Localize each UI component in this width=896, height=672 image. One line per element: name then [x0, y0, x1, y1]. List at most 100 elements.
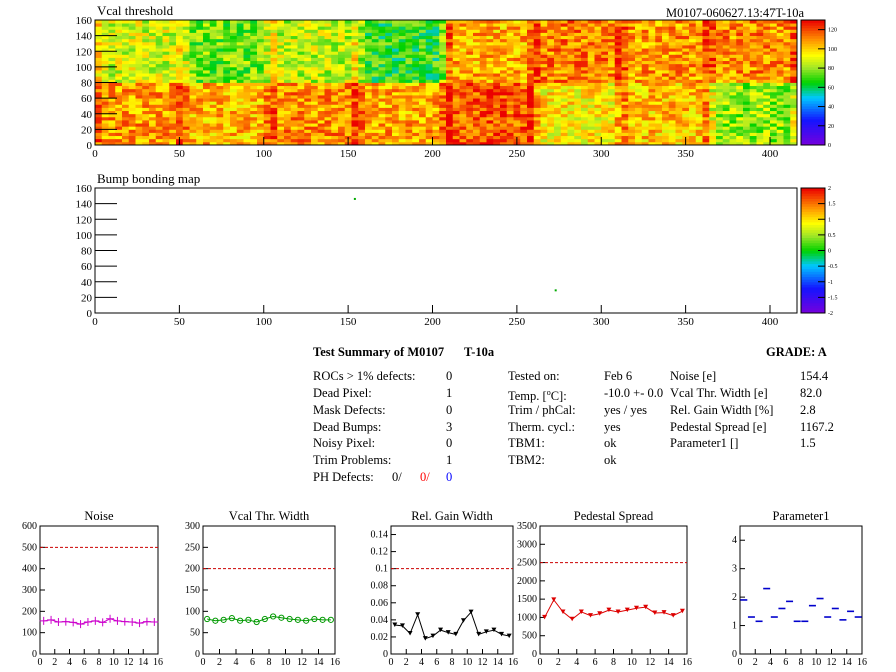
heatmap-cell: [500, 38, 508, 43]
heatmap-cell: [371, 95, 379, 99]
pedestal-spread-title: Pedestal Spread: [574, 509, 654, 523]
heatmap-cell: [628, 88, 636, 93]
heatmap-cell: [459, 120, 467, 124]
heatmap-cell: [419, 91, 427, 96]
heatmap-cell: [500, 45, 508, 49]
heatmap-cell: [641, 26, 649, 30]
heatmap-cell: [662, 116, 670, 121]
heatmap-cell: [459, 41, 467, 46]
heatmap-cell: [351, 70, 359, 74]
heatmap-cell: [682, 54, 690, 58]
heatmap-cell: [459, 76, 467, 80]
heatmap-cell: [203, 54, 211, 58]
heatmap-cell: [722, 126, 730, 130]
heatmap-cell: [304, 88, 312, 93]
heatmap-cell: [216, 73, 224, 77]
heatmap-cell: [297, 104, 305, 108]
heatmap-cell: [695, 88, 703, 93]
heatmap-cell: [277, 23, 285, 27]
heatmap-cell: [243, 85, 251, 90]
heatmap-cell: [689, 38, 697, 43]
heatmap-cell: [243, 51, 251, 55]
heatmap-cell: [162, 29, 170, 33]
heatmap-cell: [182, 110, 190, 115]
heatmap-cell: [324, 79, 332, 83]
heatmap-cell: [432, 20, 440, 24]
heatmap-cell: [250, 138, 258, 143]
heatmap-cell: [560, 60, 568, 65]
heatmap-cell: [378, 35, 386, 40]
heatmap-cell: [311, 113, 319, 118]
heatmap-cell: [277, 20, 285, 24]
heatmap-cell: [257, 88, 265, 93]
heatmap-cell: [189, 141, 197, 146]
heatmap-cell: [270, 123, 278, 127]
heatmap-cell: [263, 51, 271, 55]
heatmap-cell: [743, 79, 751, 83]
heatmap-cell: [128, 57, 136, 62]
heatmap-cell: [209, 126, 217, 130]
heatmap-cell: [263, 129, 271, 133]
data-point: [106, 614, 115, 623]
heatmap-cell: [709, 29, 717, 33]
heatmap-cell: [412, 60, 420, 65]
heatmap-cell: [344, 132, 352, 137]
heatmap-cell: [257, 113, 265, 118]
heatmap-cell: [594, 82, 602, 87]
heatmap-cell: [101, 101, 109, 105]
heatmap-cell: [776, 20, 784, 24]
heatmap-cell: [236, 35, 244, 40]
heatmap-cell: [574, 35, 582, 40]
heatmap-cell: [358, 63, 366, 68]
heatmap-cell: [371, 141, 379, 146]
heatmap-cell: [398, 107, 406, 112]
heatmap-cell: [628, 76, 636, 80]
heatmap-cell: [155, 120, 163, 124]
heatmap-cell: [270, 51, 278, 55]
heatmap-cell: [108, 120, 116, 124]
heatmap-cell: [365, 91, 373, 96]
data-point: [220, 616, 227, 623]
heatmap-cell: [770, 41, 778, 46]
heatmap-cell: [540, 48, 548, 52]
heatmap-cell: [641, 107, 649, 112]
heatmap-cell: [601, 73, 609, 77]
heatmap-cell: [554, 113, 562, 118]
heatmap-cell: [290, 120, 298, 124]
heatmap-cell: [533, 23, 541, 27]
heatmap-cell: [493, 107, 501, 112]
heatmap-cell: [108, 26, 116, 30]
heatmap-cell: [155, 73, 163, 77]
heatmap-cell: [446, 138, 454, 143]
heatmap-cell: [466, 116, 474, 121]
heatmap-cell: [533, 85, 541, 90]
heatmap-cell: [567, 123, 575, 127]
heatmap-cell: [763, 85, 771, 90]
heatmap-cell: [365, 51, 373, 55]
heatmap-cell: [169, 63, 177, 68]
heatmap-cell: [412, 73, 420, 77]
heatmap-cell: [432, 76, 440, 80]
x-tick-label: 0: [389, 657, 394, 668]
heatmap-cell: [520, 138, 528, 143]
heatmap-cell: [196, 57, 204, 62]
heatmap-cell: [284, 38, 292, 43]
heatmap-cell: [574, 110, 582, 115]
heatmap-cell: [216, 48, 224, 52]
heatmap-cell: [243, 104, 251, 108]
heatmap-cell: [392, 35, 400, 40]
y-tick-label: 50: [190, 628, 200, 639]
heatmap-cell: [675, 95, 683, 99]
heatmap-cell: [662, 54, 670, 58]
heatmap-cell: [655, 63, 663, 68]
heatmap-cell: [601, 85, 609, 90]
heatmap-cell: [115, 23, 123, 27]
heatmap-cell: [479, 82, 487, 87]
heatmap-cell: [783, 91, 791, 96]
heatmap-cell: [668, 60, 676, 65]
palette-tick-label: 20: [828, 124, 834, 130]
heatmap-cell: [554, 79, 562, 83]
heatmap-cell: [655, 51, 663, 55]
heatmap-cell: [527, 57, 535, 62]
heatmap-cell: [486, 91, 494, 96]
